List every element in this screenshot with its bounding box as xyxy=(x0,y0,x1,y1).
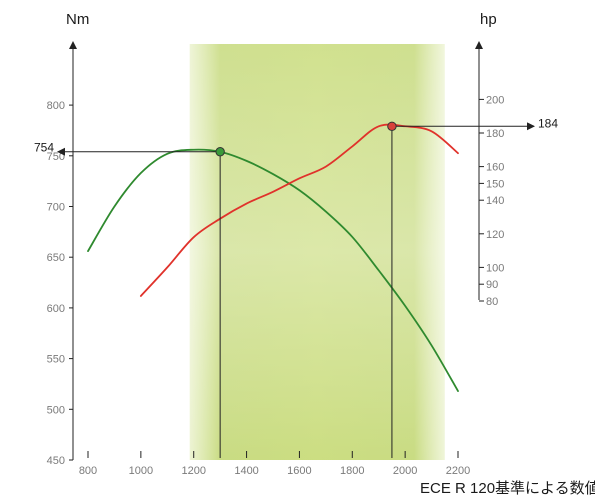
left-axis-tick-label: 700 xyxy=(47,202,65,214)
left-axis-tick-label: 550 xyxy=(47,354,65,366)
left-axis-unit: Nm xyxy=(66,11,89,28)
right-axis-tick-label: 100 xyxy=(486,262,504,274)
callout-dot xyxy=(215,147,225,157)
x-axis-tick-label: 1000 xyxy=(129,465,153,477)
left-axis-tick-label: 800 xyxy=(47,100,65,112)
left-axis-tick-label: 600 xyxy=(47,303,65,315)
x-axis-tick-label: 2200 xyxy=(446,465,470,477)
axes: 4505005506006507007508008090100120140150… xyxy=(47,41,504,477)
right-axis-tick-label: 120 xyxy=(486,229,504,241)
callout-layer: 754 184 xyxy=(34,116,558,458)
left-axis-tick-label: 450 xyxy=(47,455,65,467)
callout-dot xyxy=(387,121,397,131)
right-axis-tick-label: 90 xyxy=(486,279,498,291)
highlight-band-fade xyxy=(189,44,445,460)
footnote: ECE R 120基準による数値 xyxy=(420,480,595,497)
right-axis-tick-label: 180 xyxy=(486,128,504,140)
x-axis-tick-label: 800 xyxy=(79,465,97,477)
torque-series-line xyxy=(87,148,459,392)
left-axis-tick-label: 500 xyxy=(47,404,65,416)
right-axis-tick-label: 160 xyxy=(486,162,504,174)
right-axis-unit: hp xyxy=(480,11,497,28)
x-axis-tick-label: 2000 xyxy=(393,465,417,477)
callout-value-label: 754 xyxy=(34,141,54,155)
x-axis-tick-label: 1800 xyxy=(340,465,364,477)
right-axis-tick-label: 150 xyxy=(486,178,504,190)
right-axis-tick-label: 140 xyxy=(486,195,504,207)
x-axis-tick-label: 1600 xyxy=(287,465,311,477)
right-axis-tick-label: 80 xyxy=(486,296,498,308)
left-axis-tick-label: 650 xyxy=(47,252,65,264)
right-axis-tick-label: 200 xyxy=(486,94,504,106)
x-axis-tick-label: 1200 xyxy=(181,465,205,477)
x-axis-tick-label: 1400 xyxy=(234,465,258,477)
callout-value-label: 184 xyxy=(538,116,558,130)
